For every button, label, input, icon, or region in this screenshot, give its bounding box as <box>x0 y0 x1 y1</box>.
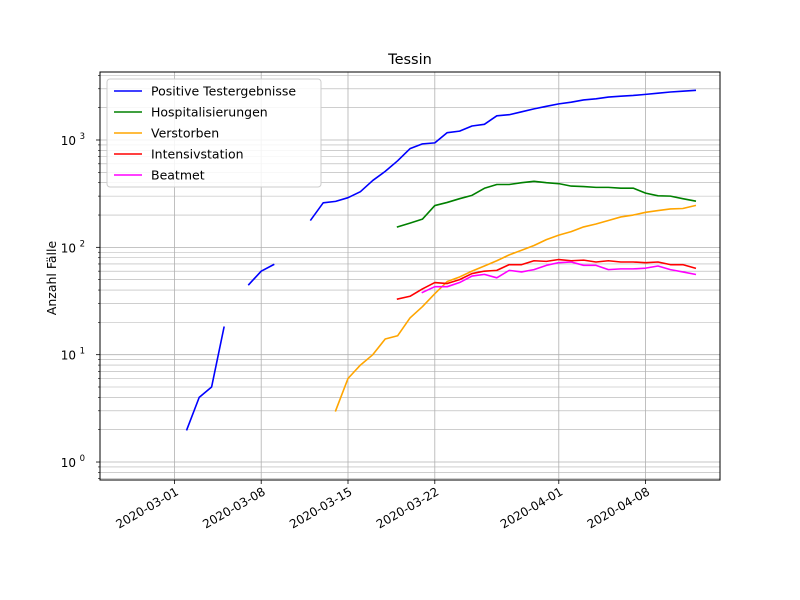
legend-entry-label: Verstorben <box>151 126 219 141</box>
y-axis-label: Anzahl Fälle <box>44 240 59 315</box>
series-line-4 <box>421 261 697 294</box>
series-line-0 <box>309 89 697 222</box>
y-tick-label-exponent: 1 <box>80 347 85 357</box>
legend-entry-label: Intensivstation <box>151 147 244 162</box>
chart-title: Tessin <box>387 52 432 68</box>
y-tick-label-base: 10 <box>61 456 76 470</box>
legend: Positive Testergebnisse Hospitalisierunge… <box>106 78 322 188</box>
legend-box <box>106 78 322 188</box>
y-tick-label-base: 10 <box>61 349 76 363</box>
series-line-0 <box>247 263 275 286</box>
series-line-2 <box>334 204 697 412</box>
y-tick-label-base: 10 <box>61 241 76 255</box>
grid <box>100 72 720 480</box>
legend-entry-label: Beatmet <box>151 168 205 183</box>
legend-entry-label: Hospitalisierungen <box>151 105 268 120</box>
plot-frame <box>99 71 721 481</box>
series-lines <box>185 89 697 431</box>
series-line-3 <box>396 258 697 300</box>
y-tick-label-exponent: 3 <box>80 132 85 142</box>
y-tick-label-exponent: 0 <box>80 454 85 464</box>
legend-entry-label: Positive Testergebnisse <box>151 84 296 99</box>
series-line-0 <box>185 326 225 431</box>
series-line-1 <box>396 180 697 228</box>
y-tick-label-exponent: 2 <box>80 239 85 249</box>
y-tick-label-base: 10 <box>61 134 76 148</box>
